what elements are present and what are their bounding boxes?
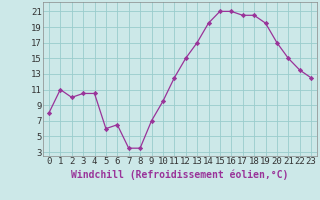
X-axis label: Windchill (Refroidissement éolien,°C): Windchill (Refroidissement éolien,°C): [71, 169, 289, 180]
